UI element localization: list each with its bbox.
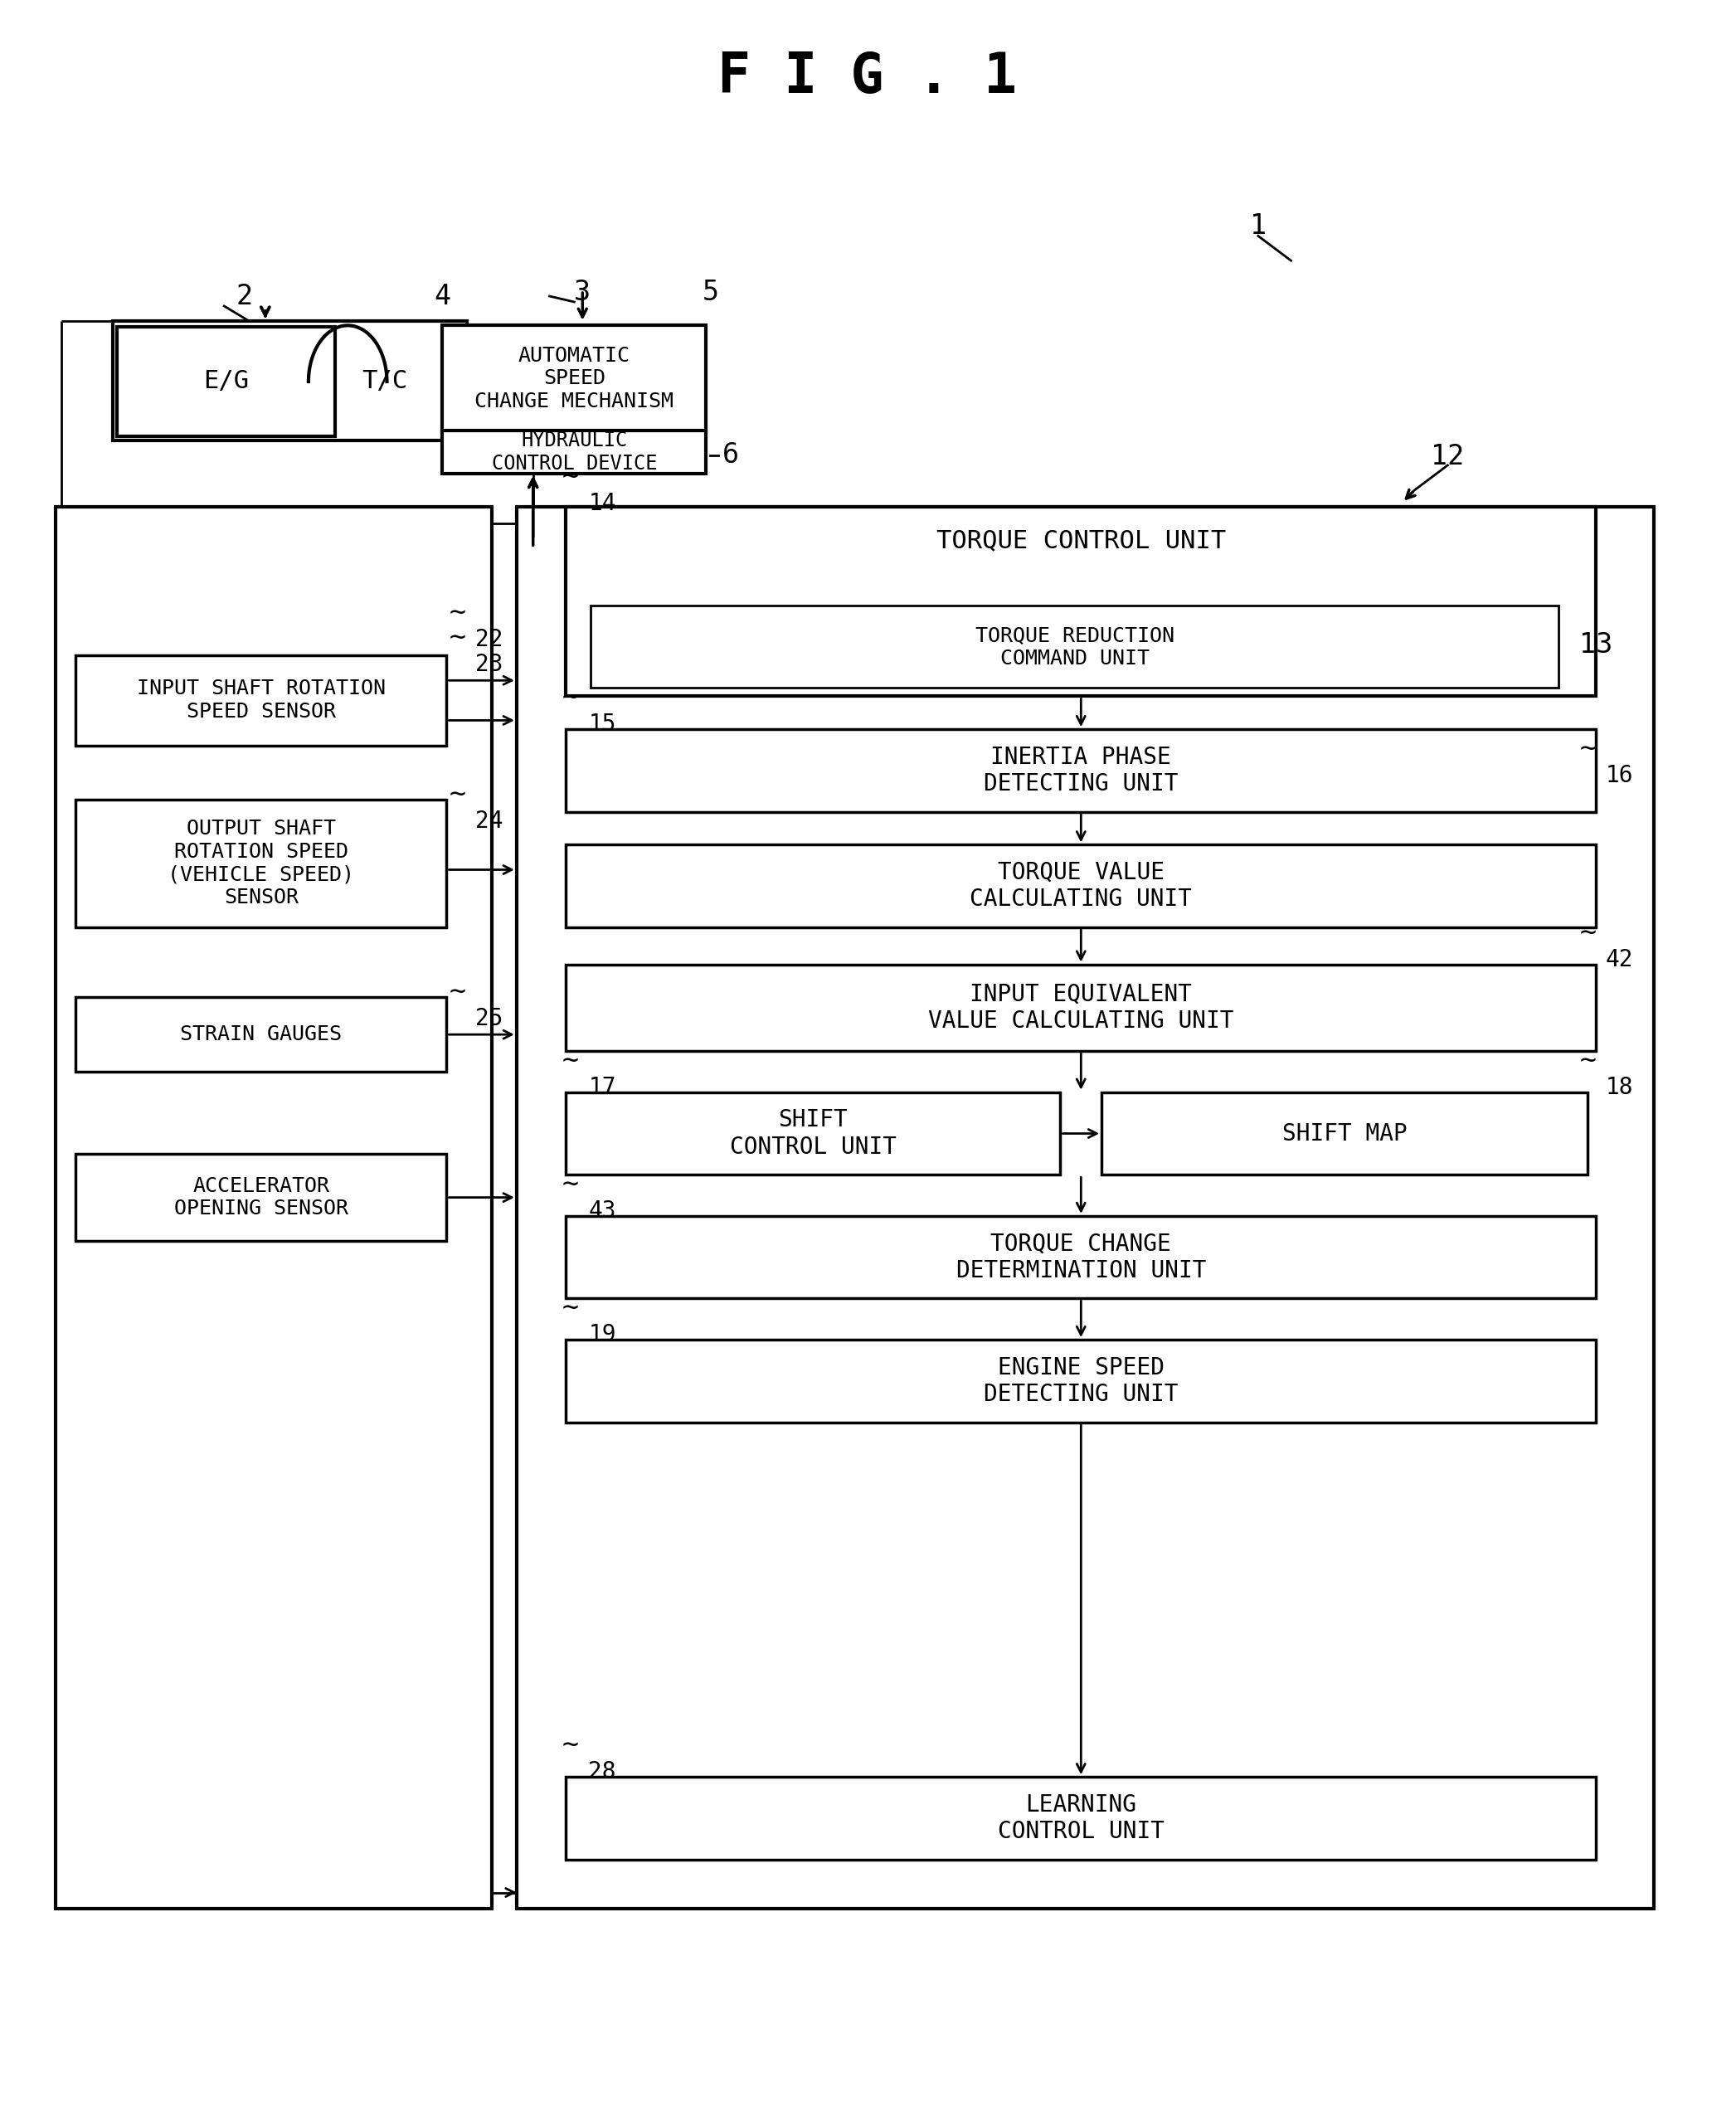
Text: 15: 15 — [589, 713, 616, 736]
Text: TORQUE CONTROL UNIT: TORQUE CONTROL UNIT — [936, 528, 1226, 554]
Bar — [566, 1092, 1061, 1175]
Bar — [116, 327, 335, 437]
Bar — [590, 604, 1559, 687]
Text: ~: ~ — [562, 462, 578, 490]
Text: ~: ~ — [562, 1171, 578, 1198]
Text: STRAIN GAUGES: STRAIN GAUGES — [181, 1024, 342, 1044]
Bar — [566, 507, 1595, 696]
Text: ~: ~ — [450, 781, 465, 808]
Bar — [443, 325, 707, 433]
Text: ~: ~ — [562, 1048, 578, 1073]
Text: CONTROL UNIT (ECU): CONTROL UNIT (ECU) — [948, 528, 1222, 551]
Bar — [566, 730, 1595, 812]
Text: ~: ~ — [450, 624, 465, 651]
Text: 14: 14 — [589, 492, 616, 515]
Text: F I G . 1: F I G . 1 — [717, 51, 1017, 104]
Bar — [566, 1777, 1595, 1860]
Text: 17: 17 — [589, 1075, 616, 1099]
Text: SHIFT
CONTROL UNIT: SHIFT CONTROL UNIT — [729, 1109, 896, 1158]
Text: 23: 23 — [476, 653, 503, 677]
Text: AUTOMATIC
SPEED
CHANGE MECHANISM: AUTOMATIC SPEED CHANGE MECHANISM — [474, 346, 674, 411]
Text: ~: ~ — [1580, 734, 1595, 761]
Text: ~: ~ — [1580, 918, 1595, 946]
Text: ~: ~ — [562, 1294, 578, 1321]
Text: 5: 5 — [701, 278, 719, 305]
Bar — [113, 320, 467, 441]
Text: ~: ~ — [562, 683, 578, 711]
Text: TORQUE VALUE
CALCULATING UNIT: TORQUE VALUE CALCULATING UNIT — [970, 861, 1193, 912]
Text: 19: 19 — [589, 1324, 616, 1347]
Bar — [566, 965, 1595, 1052]
Text: ACCELERATOR
OPENING SENSOR: ACCELERATOR OPENING SENSOR — [174, 1175, 349, 1220]
Text: 2: 2 — [236, 282, 253, 310]
Text: ~: ~ — [450, 978, 465, 1005]
Text: INPUT EQUIVALENT
VALUE CALCULATING UNIT: INPUT EQUIVALENT VALUE CALCULATING UNIT — [929, 982, 1234, 1033]
Text: TORQUE CHANGE
DETERMINATION UNIT: TORQUE CHANGE DETERMINATION UNIT — [957, 1232, 1207, 1283]
Text: E/G: E/G — [203, 369, 248, 395]
Text: 12: 12 — [1430, 443, 1465, 471]
Bar — [56, 507, 491, 1909]
Text: 43: 43 — [589, 1200, 616, 1222]
Text: OUTPUT SHAFT
ROTATION SPEED
(VEHICLE SPEED)
SENSOR: OUTPUT SHAFT ROTATION SPEED (VEHICLE SPE… — [168, 819, 354, 908]
Text: INPUT SHAFT ROTATION
SPEED SENSOR: INPUT SHAFT ROTATION SPEED SENSOR — [137, 679, 385, 721]
Bar — [517, 507, 1654, 1909]
Text: 25: 25 — [476, 1007, 503, 1031]
Text: 4: 4 — [434, 282, 451, 310]
Text: 24: 24 — [476, 810, 503, 831]
Text: INERTIA PHASE
DETECTING UNIT: INERTIA PHASE DETECTING UNIT — [984, 744, 1179, 795]
Bar — [76, 655, 446, 747]
Bar — [76, 997, 446, 1071]
Text: T/C: T/C — [361, 369, 408, 395]
Bar — [566, 1340, 1595, 1423]
Bar — [76, 1154, 446, 1241]
Text: ENGINE SPEED
DETECTING UNIT: ENGINE SPEED DETECTING UNIT — [984, 1355, 1179, 1406]
Text: ~: ~ — [450, 598, 465, 626]
Bar — [1102, 1092, 1588, 1175]
Bar — [443, 431, 707, 473]
Text: 28: 28 — [589, 1760, 616, 1784]
Text: 18: 18 — [1606, 1075, 1634, 1099]
Bar — [566, 1215, 1595, 1298]
Text: SHIFT MAP: SHIFT MAP — [1283, 1122, 1408, 1145]
Text: 3: 3 — [575, 278, 590, 305]
Bar — [76, 800, 446, 927]
Text: 13: 13 — [1580, 632, 1613, 660]
Text: LEARNING
CONTROL UNIT: LEARNING CONTROL UNIT — [998, 1792, 1165, 1843]
Text: TORQUE REDUCTION
COMMAND UNIT: TORQUE REDUCTION COMMAND UNIT — [976, 626, 1174, 668]
Text: 22: 22 — [476, 628, 503, 651]
Text: ~: ~ — [1580, 1048, 1595, 1073]
Text: 6: 6 — [722, 441, 740, 469]
Bar — [566, 844, 1595, 927]
Text: 1: 1 — [1250, 212, 1267, 240]
Text: 42: 42 — [1606, 948, 1634, 971]
Text: HYDRAULIC
CONTROL DEVICE: HYDRAULIC CONTROL DEVICE — [491, 431, 656, 473]
Text: ~: ~ — [562, 1731, 578, 1758]
Text: 16: 16 — [1606, 764, 1634, 787]
